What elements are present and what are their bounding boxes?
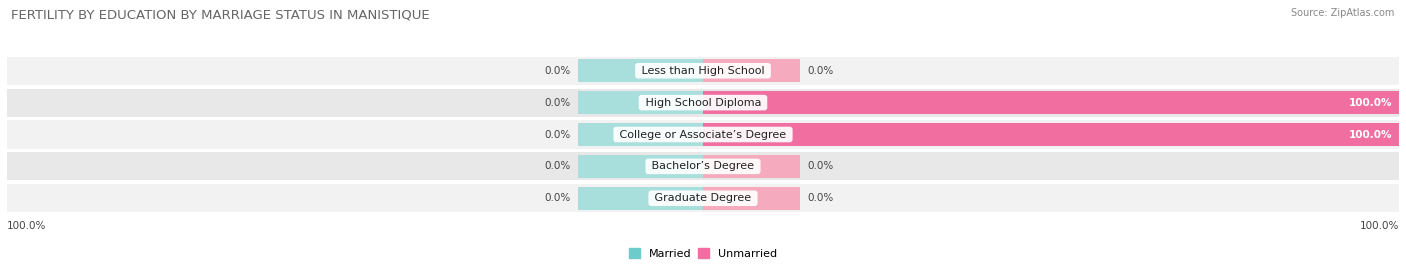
Bar xyxy=(703,187,800,210)
Bar xyxy=(703,59,800,82)
Text: 0.0%: 0.0% xyxy=(807,161,834,171)
Bar xyxy=(7,89,1399,117)
Text: 100.0%: 100.0% xyxy=(1348,98,1392,108)
Text: 100.0%: 100.0% xyxy=(1360,221,1399,231)
Text: 100.0%: 100.0% xyxy=(7,221,46,231)
Text: 100.0%: 100.0% xyxy=(1348,129,1392,140)
Bar xyxy=(7,184,1399,212)
Text: 0.0%: 0.0% xyxy=(807,193,834,203)
Text: FERTILITY BY EDUCATION BY MARRIAGE STATUS IN MANISTIQUE: FERTILITY BY EDUCATION BY MARRIAGE STATU… xyxy=(11,8,430,21)
Text: 0.0%: 0.0% xyxy=(544,161,571,171)
Text: 0.0%: 0.0% xyxy=(544,66,571,76)
Bar xyxy=(7,57,1399,85)
Bar xyxy=(7,152,1399,180)
Bar xyxy=(578,59,703,82)
Text: Less than High School: Less than High School xyxy=(638,66,768,76)
Text: College or Associate’s Degree: College or Associate’s Degree xyxy=(616,129,790,140)
Bar xyxy=(578,187,703,210)
Legend: Married, Unmarried: Married, Unmarried xyxy=(624,244,782,263)
Text: Graduate Degree: Graduate Degree xyxy=(651,193,755,203)
Bar xyxy=(578,123,703,146)
Text: 0.0%: 0.0% xyxy=(807,66,834,76)
Bar xyxy=(578,155,703,178)
Text: Bachelor’s Degree: Bachelor’s Degree xyxy=(648,161,758,171)
Text: 0.0%: 0.0% xyxy=(544,98,571,108)
Bar xyxy=(703,91,1399,114)
Bar xyxy=(578,91,703,114)
Bar xyxy=(7,121,1399,148)
Bar xyxy=(703,155,800,178)
Text: 0.0%: 0.0% xyxy=(544,129,571,140)
Text: Source: ZipAtlas.com: Source: ZipAtlas.com xyxy=(1291,8,1395,18)
Text: 0.0%: 0.0% xyxy=(544,193,571,203)
Text: High School Diploma: High School Diploma xyxy=(641,98,765,108)
Bar xyxy=(703,123,1399,146)
